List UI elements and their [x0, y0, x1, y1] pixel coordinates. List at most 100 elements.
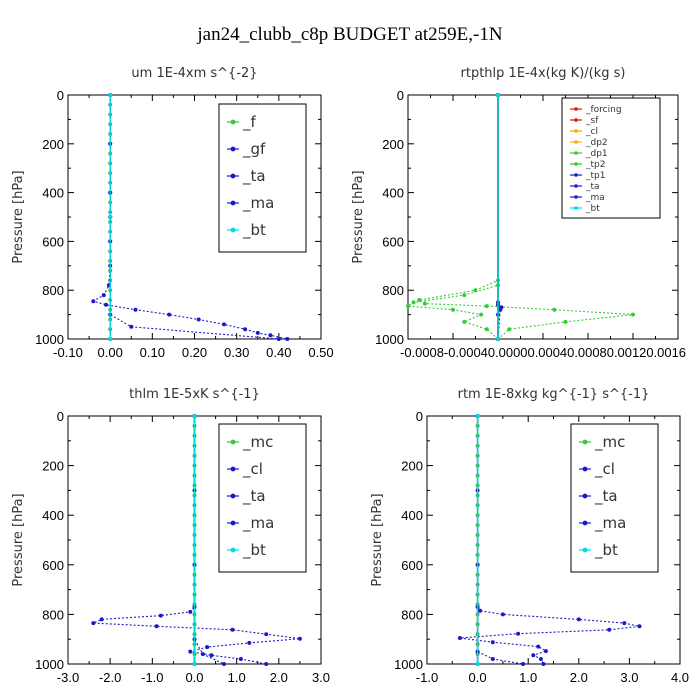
- legend-marker: [574, 173, 578, 177]
- legend-entry: _sf: [570, 116, 599, 126]
- data-point: [462, 293, 467, 298]
- legend-marker: [230, 227, 236, 233]
- legend-label: _ma: [594, 514, 626, 533]
- legend-label: _bt: [242, 541, 266, 560]
- y-tick-label: 200: [42, 137, 64, 152]
- legend-entry: _ta: [570, 182, 600, 192]
- chart-panel-2: rtpthlp 1E-4x(kg K)/(kg s) 0 200 400 600 800 1…: [351, 66, 686, 360]
- legend-marker: [230, 173, 236, 179]
- legend-entry: _forcing: [570, 105, 622, 115]
- legend-entry: _mc: [579, 433, 625, 452]
- legend-entry: _tp2: [570, 160, 605, 170]
- x-tick-label: 1.0: [228, 670, 246, 685]
- data-point: [285, 337, 290, 341]
- legend: _f _gf _ta _ma _bt: [218, 103, 307, 253]
- y-tick-label: 1000: [35, 657, 64, 672]
- data-point: [222, 322, 226, 327]
- series-bt: [108, 93, 113, 341]
- legend-label: _ma: [585, 193, 605, 203]
- legend-entry: _cl: [579, 460, 615, 479]
- data-point: [91, 621, 96, 626]
- y-tick-label: 1000: [375, 332, 404, 347]
- data-point: [158, 613, 163, 618]
- data-point: [230, 627, 235, 632]
- y-tick-label: 800: [42, 283, 64, 298]
- series-cl: [457, 414, 642, 666]
- series-bt: [192, 414, 197, 666]
- legend-label: _ta: [242, 167, 266, 186]
- data-point: [188, 609, 193, 614]
- data-point: [563, 319, 568, 324]
- y-axis-label: Pressure [hPa]: [351, 170, 366, 263]
- data-point: [552, 307, 557, 312]
- x-tick-label: 0.10: [140, 345, 165, 360]
- data-point: [205, 645, 210, 650]
- x-tick-labels: -0.0008-0.00040.00000.00040.00080.00120.…: [400, 345, 686, 360]
- data-point: [406, 304, 410, 309]
- legend-entry: _cl: [227, 460, 263, 479]
- y-tick-label: 1000: [394, 657, 423, 672]
- x-tick-label: 0.0: [469, 670, 487, 685]
- y-tick-label: 800: [382, 283, 404, 298]
- x-tick-label: -0.10: [53, 345, 83, 360]
- legend-entry: _mc: [227, 433, 273, 452]
- data-point: [192, 662, 197, 666]
- data-point: [521, 662, 526, 666]
- data-point: [192, 414, 197, 418]
- data-point: [129, 324, 134, 329]
- x-tick-label: 1.0: [519, 670, 537, 685]
- x-tick-label: -3.0: [57, 670, 79, 685]
- legend-label: _bt: [242, 221, 266, 240]
- x-tick-label: 0.0: [185, 670, 203, 685]
- panel-title: um 1E-4xm s^{-2}: [131, 66, 257, 81]
- series-ta: [496, 93, 503, 341]
- panel-title: rtpthlp 1E-4x(kg K)/(kg s): [461, 66, 626, 81]
- data-point: [268, 333, 273, 338]
- data-point: [276, 337, 281, 341]
- x-tick-label: 4.0: [671, 670, 689, 685]
- y-axis-label: Pressure [hPa]: [370, 493, 385, 586]
- data-point: [104, 302, 108, 307]
- data-point: [99, 617, 104, 622]
- x-tick-label: 3.0: [312, 670, 330, 685]
- y-tick-label: 800: [401, 607, 423, 622]
- legend-entry: _ta: [227, 487, 266, 506]
- y-tick-label: 0: [397, 88, 404, 103]
- legend-box: [561, 97, 661, 219]
- data-point: [516, 631, 521, 636]
- legend-marker: [582, 520, 588, 526]
- legend-label: _mc: [594, 433, 625, 452]
- data-point: [484, 327, 489, 332]
- legend-marker: [582, 493, 588, 499]
- series-gf: [91, 93, 290, 341]
- legend-label: _ta: [594, 487, 618, 506]
- y-tick-label: 0: [57, 88, 64, 103]
- data-point: [108, 337, 113, 341]
- legend: _mc _cl _ta _ma _bt: [570, 423, 659, 573]
- data-point: [507, 327, 512, 332]
- data-point: [496, 337, 500, 341]
- legend-label: _ma: [242, 514, 274, 533]
- legend-entry: _ma: [579, 514, 626, 533]
- legend-label: _cl: [594, 460, 615, 479]
- legend-entry: _bt: [570, 204, 600, 214]
- data-point: [490, 640, 495, 645]
- chart-panel-1: um 1E-4xm s^{-2} 0 200 400 600 800 1000-0.10 0.…: [11, 66, 334, 360]
- series-line: [459, 416, 640, 665]
- legend-label: _cl: [585, 127, 598, 137]
- legend-entry: _ma: [227, 194, 274, 213]
- x-tick-label: 0.00: [98, 345, 123, 360]
- y-tick-label: 200: [401, 459, 423, 474]
- data-point: [200, 652, 205, 657]
- x-tick-label: 0.50: [308, 345, 333, 360]
- data-point: [478, 608, 483, 613]
- data-point: [496, 93, 500, 97]
- legend-entry: _gf: [227, 140, 266, 159]
- data-point: [108, 93, 113, 97]
- data-point: [607, 627, 612, 632]
- data-point: [209, 653, 214, 658]
- data-point: [576, 617, 581, 622]
- y-tick-label: 600: [382, 234, 404, 249]
- legend-entry: _ta: [579, 487, 618, 506]
